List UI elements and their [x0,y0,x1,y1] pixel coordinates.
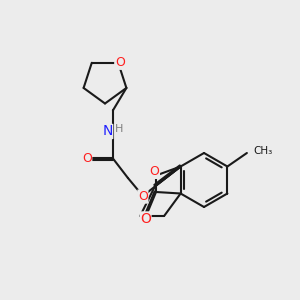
Text: CH₃: CH₃ [254,146,273,157]
Text: O: O [115,56,125,69]
Text: O: O [82,152,92,165]
Text: O: O [140,212,151,226]
Text: N: N [102,124,113,139]
Text: O: O [150,165,160,178]
Text: O: O [138,190,148,203]
Text: H: H [115,124,124,134]
